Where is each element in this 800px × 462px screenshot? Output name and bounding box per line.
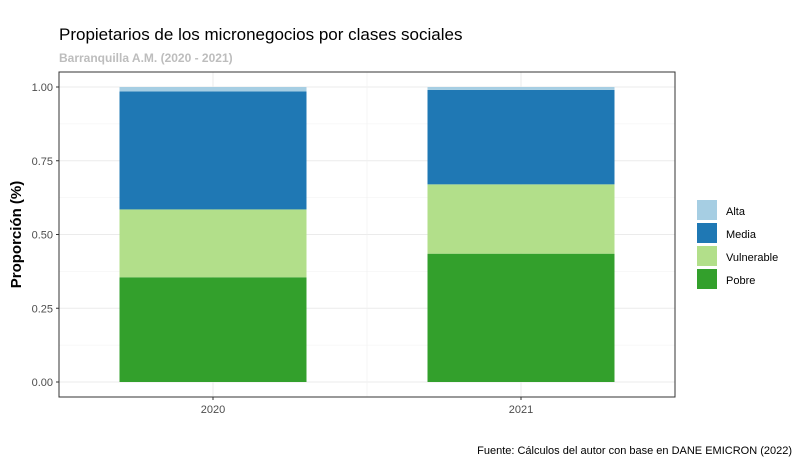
bar-pobre-2021 xyxy=(427,253,615,382)
legend-key-alta xyxy=(697,200,717,220)
y-axis-label: Proporción (%) xyxy=(8,181,25,289)
y-tick-label: 0.25 xyxy=(32,303,53,315)
legend-label: Vulnerable xyxy=(726,252,778,264)
x-axis: 2020 2021 xyxy=(201,397,533,416)
chart-subtitle: Barranquilla A.M. (2020 - 2021) xyxy=(59,51,233,65)
y-tick-label: 0.75 xyxy=(32,156,53,168)
legend: Alta Media Vulnerable Pobre xyxy=(697,200,778,289)
bar-alta-2020 xyxy=(119,87,307,92)
bars xyxy=(119,87,615,382)
bar-vulnerable-2021 xyxy=(427,184,615,254)
legend-key-pobre xyxy=(697,269,717,289)
y-tick-label: 0.00 xyxy=(32,377,53,389)
bar-pobre-2020 xyxy=(119,277,307,382)
legend-label: Pobre xyxy=(726,275,755,287)
legend-key-media xyxy=(697,223,717,243)
x-tick-label: 2021 xyxy=(509,404,533,416)
y-tick-label: 1.00 xyxy=(32,82,53,94)
bar-vulnerable-2020 xyxy=(119,209,307,278)
bar-media-2021 xyxy=(427,89,615,185)
bar-alta-2021 xyxy=(427,87,615,90)
y-tick-label: 0.50 xyxy=(32,230,53,242)
legend-label: Media xyxy=(726,229,757,241)
chart-title: Propietarios de los micronegocios por cl… xyxy=(59,25,462,44)
bar-media-2020 xyxy=(119,91,307,210)
chart-caption: Fuente: Cálculos del autor con base en D… xyxy=(477,445,792,457)
y-axis: 0.00 0.25 0.50 0.75 1.00 xyxy=(32,82,59,389)
x-tick-label: 2020 xyxy=(201,404,225,416)
legend-label: Alta xyxy=(726,206,746,218)
legend-key-vulnerable xyxy=(697,246,717,266)
